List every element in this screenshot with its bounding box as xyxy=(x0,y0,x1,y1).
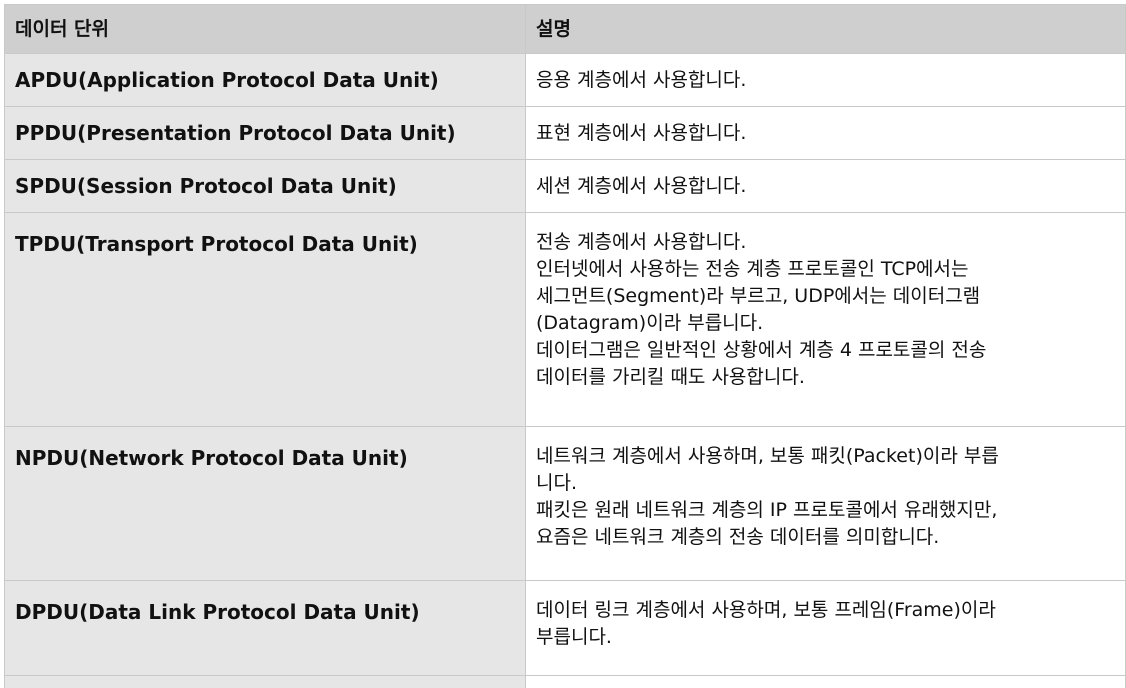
unit-cell: SPDU(Session Protocol Data Unit) xyxy=(5,160,526,212)
table-row-tpdu: TPDU(Transport Protocol Data Unit) 전송 계층… xyxy=(5,213,1126,427)
header-data-unit: 데이터 단위 xyxy=(5,5,526,53)
description-line: 요즘은 네트워크 계층의 전송 데이터를 의미합니다. xyxy=(536,526,940,548)
description-line: 데이터를 가리킬 때도 사용합니다. xyxy=(536,366,805,388)
table-header-row: 데이터 단위 설명 xyxy=(5,5,1126,54)
unit-cell: PPDU(Presentation Protocol Data Unit) xyxy=(5,107,526,159)
unit-cell: APDU(Application Protocol Data Unit) xyxy=(5,54,526,106)
description-line: 데이터 링크 계층에서 사용하며, 보통 프레임(Frame)이라 xyxy=(536,599,996,621)
unit-cell xyxy=(5,676,526,688)
unit-cell: NPDU(Network Protocol Data Unit) xyxy=(5,427,526,580)
description-line: 패킷은 원래 네트워크 계층의 IP 프로토콜에서 유래했지만, xyxy=(536,499,998,521)
description-cell: 세션 계층에서 사용합니다. xyxy=(526,160,1126,212)
description-line: 세그먼트(Segment)라 부르고, UDP에서는 데이터그램 xyxy=(536,285,981,307)
table-row-ppdu: PPDU(Presentation Protocol Data Unit) 표현… xyxy=(5,107,1126,160)
table-row-spdu: SPDU(Session Protocol Data Unit) 세션 계층에서… xyxy=(5,160,1126,213)
unit-cell: DPDU(Data Link Protocol Data Unit) xyxy=(5,581,526,675)
description-line: 데이터그램은 일반적인 상황에서 계층 4 프로토콜의 전송 xyxy=(536,339,987,361)
description-cell: 전송 계층에서 사용합니다. 인터넷에서 사용하는 전송 계층 프로토콜인 TC… xyxy=(526,213,1126,426)
unit-cell: TPDU(Transport Protocol Data Unit) xyxy=(5,213,526,426)
pdu-table: 데이터 단위 설명 APDU(Application Protocol Data… xyxy=(4,4,1126,688)
description-cell xyxy=(526,676,1126,688)
description-line: 표현 계층에서 사용합니다. xyxy=(536,121,747,144)
description-line: 부릅니다. xyxy=(536,626,612,648)
table-row-npdu: NPDU(Network Protocol Data Unit) 네트워크 계층… xyxy=(5,427,1126,581)
header-description: 설명 xyxy=(526,5,1126,53)
description-line: 인터넷에서 사용하는 전송 계층 프로토콜인 TCP에서는 xyxy=(536,258,969,280)
table-row-truncated xyxy=(5,676,1126,688)
description-line: 세션 계층에서 사용합니다. xyxy=(536,174,747,197)
description-line: 응용 계층에서 사용합니다. xyxy=(536,68,747,91)
description-cell: 응용 계층에서 사용합니다. xyxy=(526,54,1126,106)
description-line: 니다. xyxy=(536,472,577,494)
description-cell: 데이터 링크 계층에서 사용하며, 보통 프레임(Frame)이라 부릅니다. xyxy=(526,581,1126,675)
description-line: (Datagram)이라 부릅니다. xyxy=(536,312,764,334)
table-row-apdu: APDU(Application Protocol Data Unit) 응용 … xyxy=(5,54,1126,107)
description-cell: 네트워크 계층에서 사용하며, 보통 패킷(Packet)이라 부릅 니다. 패… xyxy=(526,427,1126,580)
description-line: 네트워크 계층에서 사용하며, 보통 패킷(Packet)이라 부릅 xyxy=(536,445,999,467)
description-cell: 표현 계층에서 사용합니다. xyxy=(526,107,1126,159)
description-line: 전송 계층에서 사용합니다. xyxy=(536,231,747,253)
table-row-dpdu: DPDU(Data Link Protocol Data Unit) 데이터 링… xyxy=(5,581,1126,676)
